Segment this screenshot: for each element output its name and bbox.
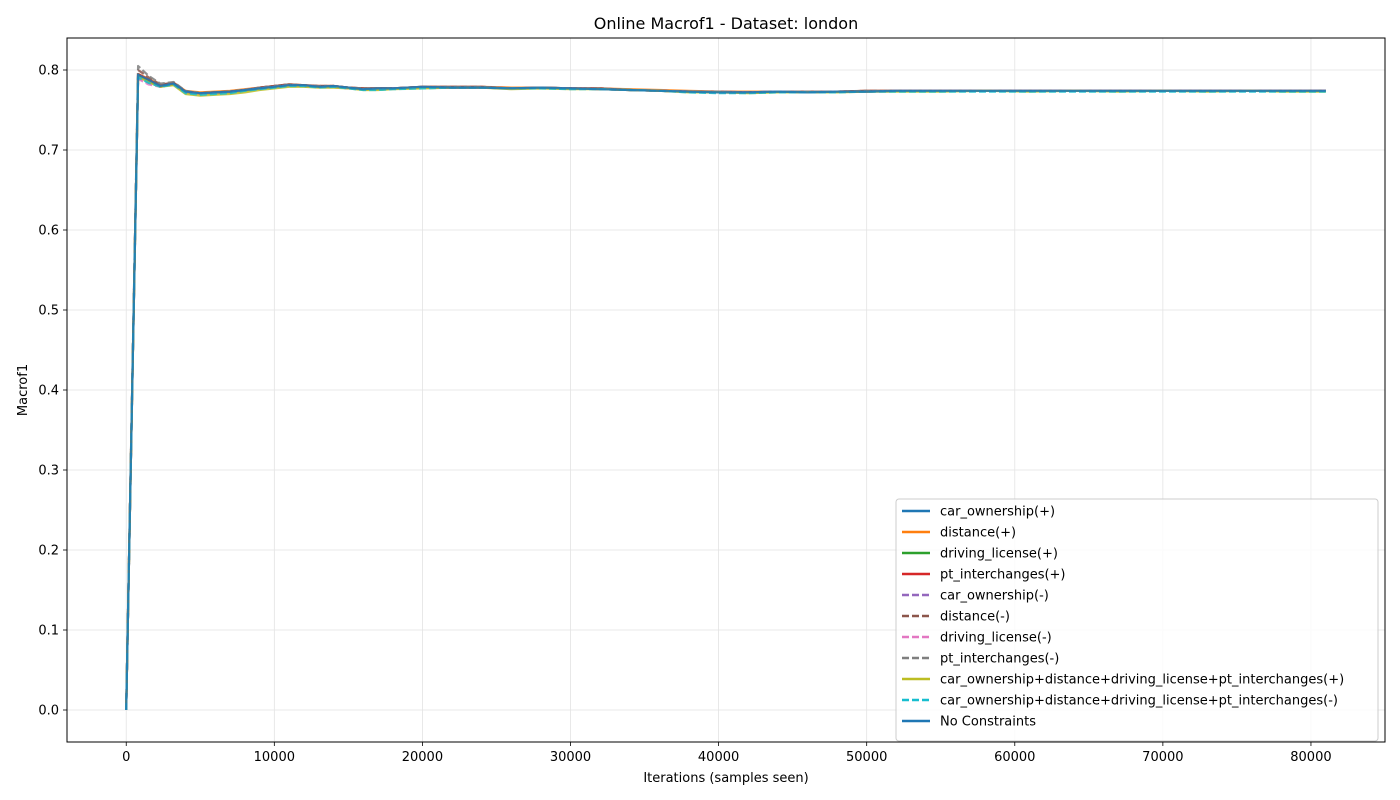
x-tick-label: 40000 [698, 750, 739, 765]
y-tick-label: 0.5 [38, 304, 59, 319]
y-tick-label: 0.6 [38, 224, 59, 239]
legend-label: car_ownership+distance+driving_license+p… [940, 673, 1344, 688]
legend-label: No Constraints [940, 715, 1036, 730]
y-tick-label: 0.2 [38, 544, 59, 559]
y-tick-label: 0.7 [38, 144, 59, 159]
legend: car_ownership(+) distance(+) driving_licen… [895, 498, 1379, 742]
legend-label: driving_license(+) [940, 547, 1058, 562]
series-lines [125, 64, 1326, 711]
x-axis-label: Iterations (samples seen) [643, 771, 808, 786]
legend-label: distance(-) [940, 610, 1010, 625]
x-tick-label: 50000 [846, 750, 887, 765]
x-tick-label: 60000 [994, 750, 1035, 765]
x-axis-ticks: 0 10000 20000 30000 40000 50000 60000 70000 8000… [122, 742, 1332, 765]
chart-title: Online Macrof1 - Dataset: london [594, 14, 858, 33]
legend-label: car_ownership(+) [940, 505, 1055, 520]
y-tick-label: 0.4 [38, 384, 59, 399]
y-axis-ticks: 0.0 0.1 0.2 0.3 0.4 0.5 0.6 0.7 0.8 [38, 64, 67, 719]
x-tick-label: 70000 [1142, 750, 1183, 765]
series-line-11 [125, 73, 1326, 711]
x-tick-label: 80000 [1290, 750, 1331, 765]
y-axis-label: Macrof1 [16, 364, 31, 416]
y-tick-label: 0.1 [38, 624, 59, 639]
legend-label: car_ownership(-) [940, 589, 1049, 604]
legend-label: driving_license(-) [940, 631, 1052, 646]
y-tick-label: 0.8 [38, 64, 59, 79]
legend-label: pt_interchanges(+) [940, 568, 1066, 583]
legend-label: pt_interchanges(-) [940, 652, 1059, 667]
x-tick-label: 20000 [402, 750, 443, 765]
x-tick-label: 0 [122, 750, 130, 765]
y-tick-label: 0.0 [38, 704, 59, 719]
y-tick-label: 0.3 [38, 464, 59, 479]
x-tick-label: 10000 [254, 750, 295, 765]
x-tick-label: 30000 [550, 750, 591, 765]
legend-label: distance(+) [940, 526, 1016, 541]
legend-label: car_ownership+distance+driving_license+p… [940, 694, 1338, 709]
legend-box [895, 498, 1379, 742]
